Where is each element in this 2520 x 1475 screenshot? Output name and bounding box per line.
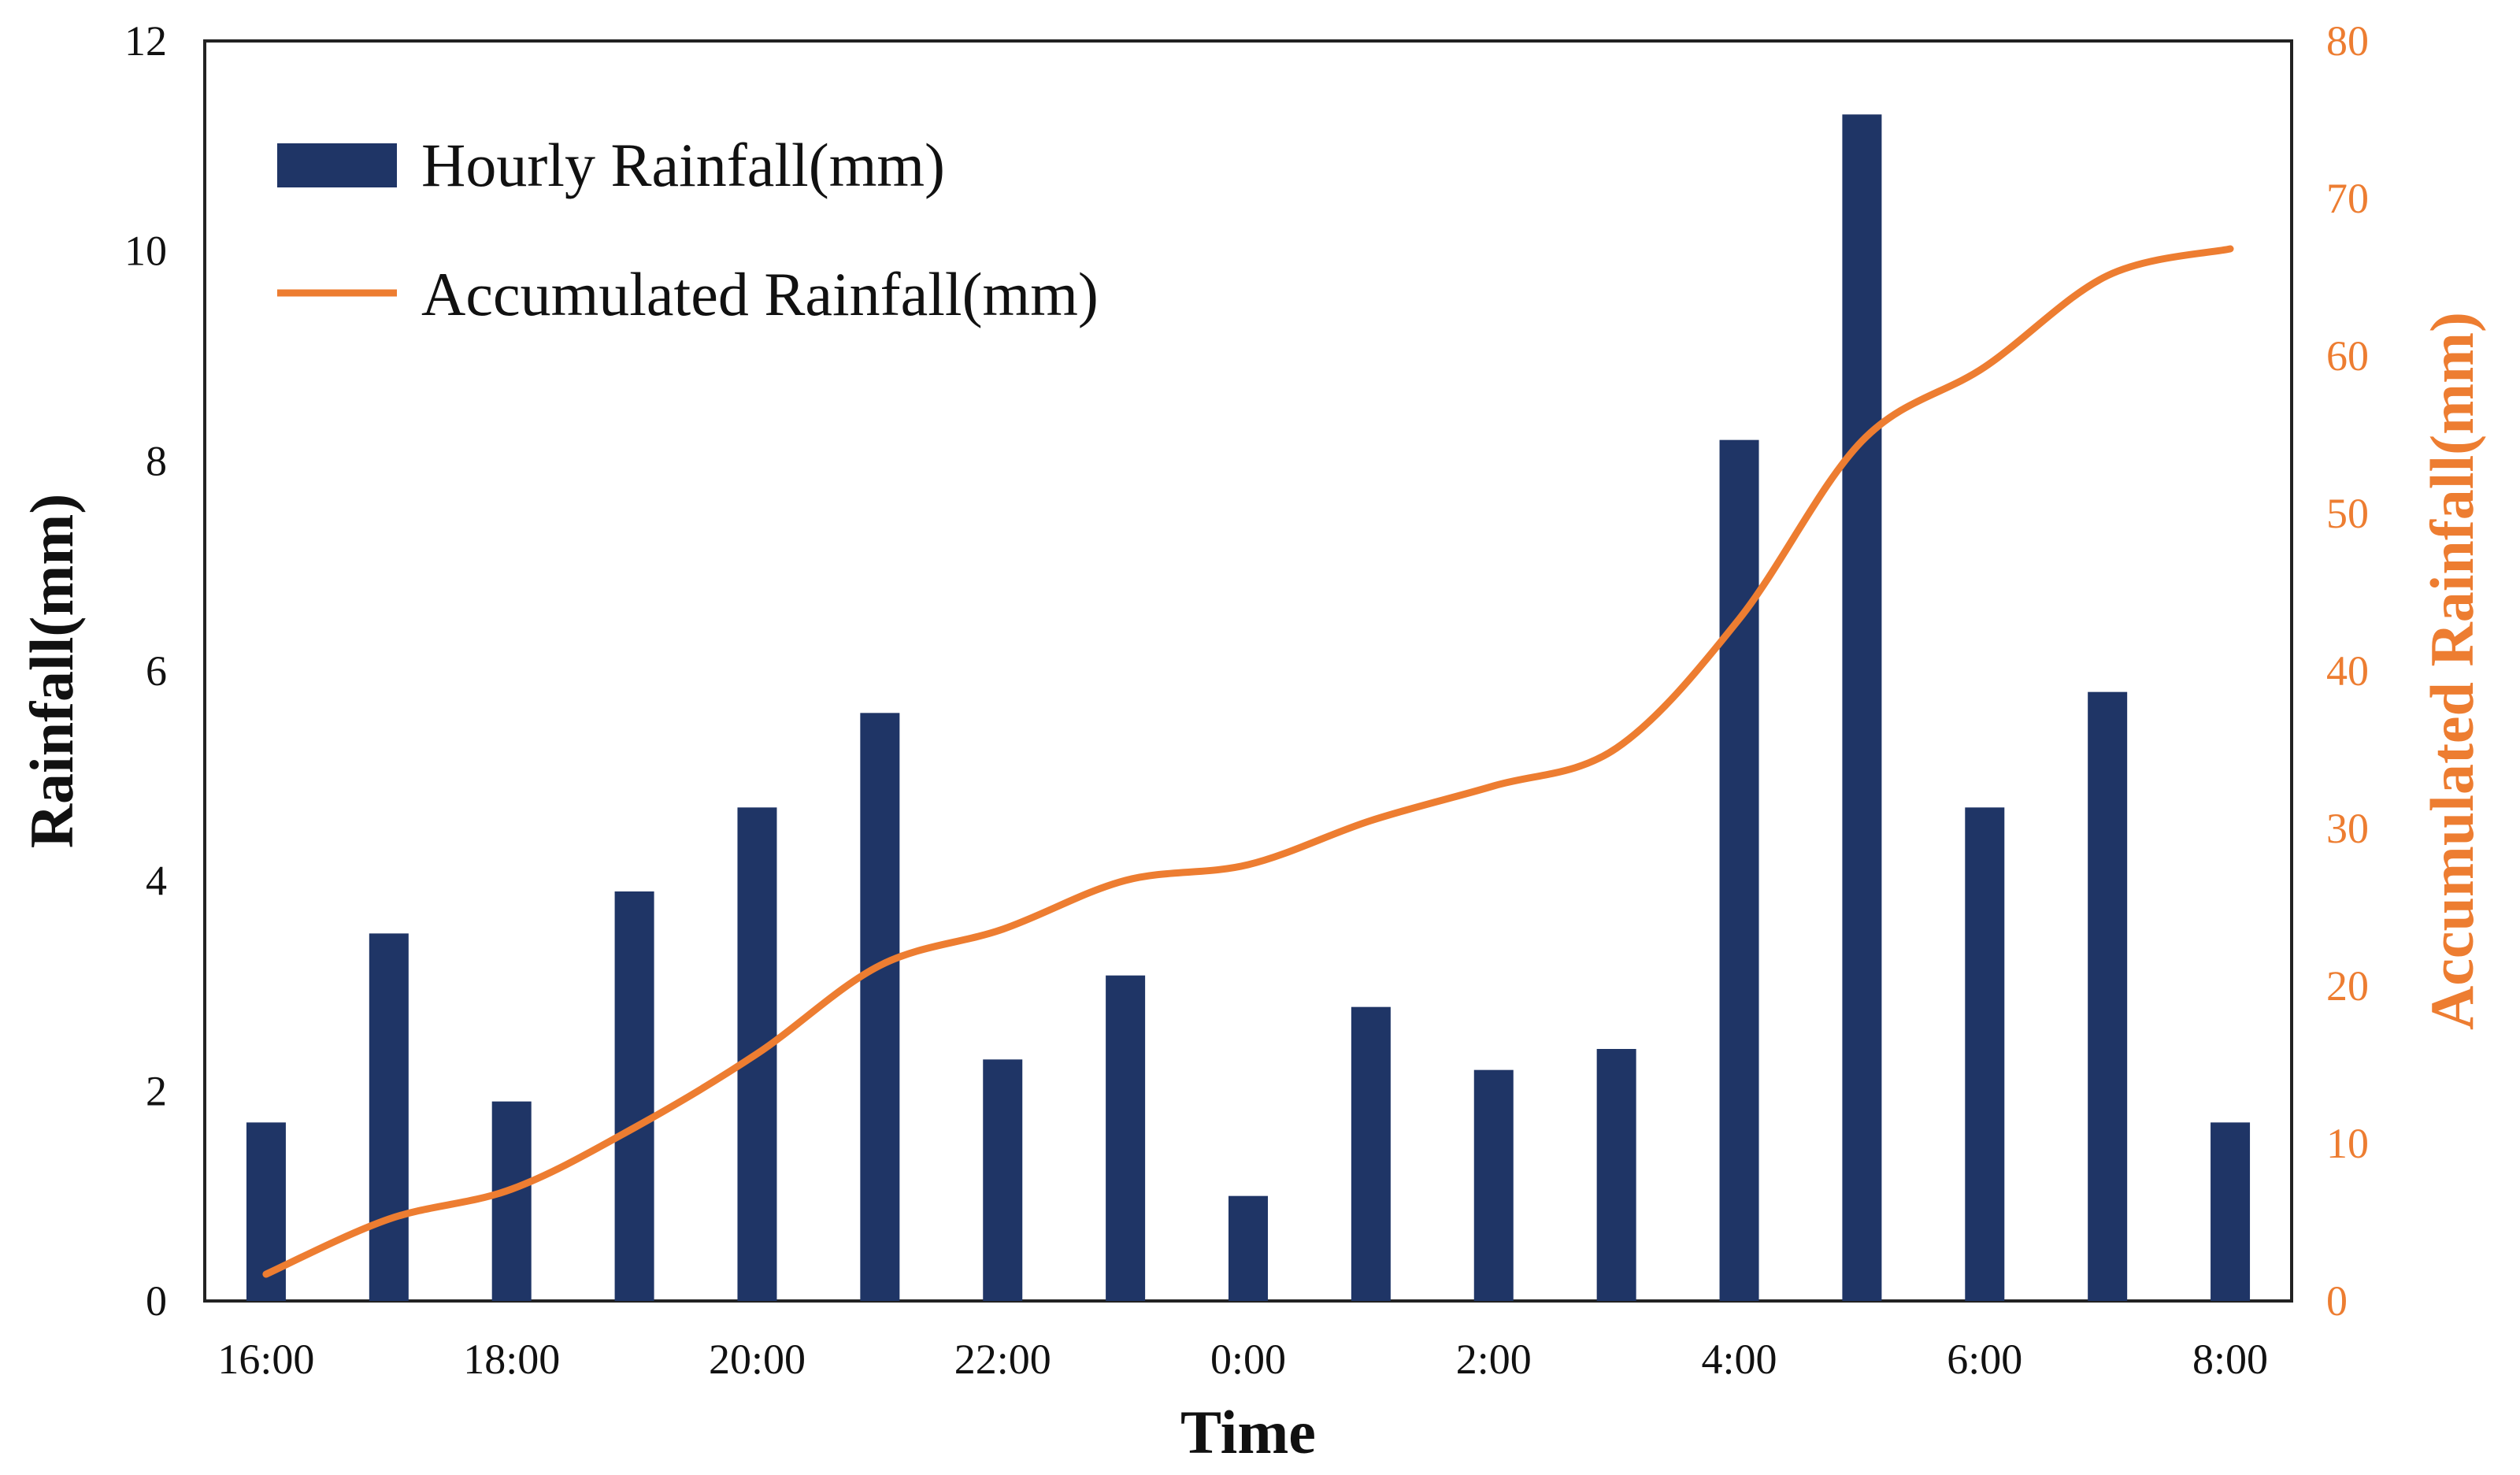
left-axis-ticks: 0 2 4 6 8 10 12	[124, 17, 167, 1325]
x-tick-label: 6:00	[1947, 1336, 2022, 1383]
bar-7-00	[2088, 691, 2128, 1301]
legend: Hourly Rainfall(mm) Accumulated Rainfall…	[277, 131, 1099, 328]
x-tick-label: 4:00	[1702, 1336, 1777, 1383]
x-tick-label: 20:00	[709, 1336, 806, 1383]
bar-19-00	[614, 891, 654, 1301]
bar-4-00	[1719, 439, 1759, 1301]
right-tick-label: 40	[2326, 647, 2369, 695]
x-tick-label: 0:00	[1210, 1336, 1286, 1383]
accumulated-rainfall-line	[262, 245, 2234, 1278]
bar-23-00	[1106, 975, 1146, 1301]
x-tick-label: 22:00	[954, 1336, 1051, 1383]
right-tick-label: 0	[2326, 1277, 2348, 1325]
right-tick-label: 20	[2326, 962, 2369, 1010]
left-tick-label: 0	[146, 1277, 167, 1325]
left-tick-label: 8	[146, 437, 167, 484]
right-tick-label: 60	[2326, 332, 2369, 380]
legend-bar-label: Hourly Rainfall(mm)	[421, 131, 945, 199]
x-tick-label: 16:00	[217, 1336, 314, 1383]
bar-22-00	[983, 1059, 1023, 1301]
x-tick-label: 2:00	[1456, 1336, 1532, 1383]
bar-5-00	[1842, 114, 1882, 1301]
left-tick-label: 12	[124, 17, 167, 65]
x-tick-label: 8:00	[2192, 1336, 2268, 1383]
bar-0-00	[1228, 1195, 1268, 1301]
right-tick-label: 70	[2326, 175, 2369, 222]
bar-2-00	[1473, 1069, 1514, 1301]
right-tick-label: 50	[2326, 490, 2369, 537]
right-axis-title: Accumulated Rainfall(mm)	[2418, 312, 2486, 1030]
legend-bar-swatch	[277, 143, 397, 187]
right-tick-label: 80	[2326, 17, 2369, 65]
bar-1-00	[1351, 1006, 1391, 1301]
hourly-rainfall-bars	[246, 114, 2251, 1301]
bar-17-00	[369, 933, 409, 1301]
right-axis-ticks: 0 10 20 30 40 50 60 70 80	[2326, 17, 2369, 1325]
bar-3-00	[1596, 1049, 1636, 1301]
bar-18-00	[491, 1101, 532, 1301]
bar-6-00	[1965, 807, 2005, 1301]
right-tick-label: 10	[2326, 1120, 2369, 1167]
bar-21-00	[860, 713, 900, 1301]
right-tick-label: 30	[2326, 805, 2369, 852]
left-tick-label: 6	[146, 647, 167, 695]
bar-8-00	[2211, 1122, 2251, 1301]
x-tick-label: 18:00	[463, 1336, 560, 1383]
x-axis-title: Time	[1180, 1398, 1316, 1466]
left-tick-label: 10	[124, 228, 167, 275]
left-axis-title: Rainfall(mm)	[17, 494, 86, 849]
legend-line-label: Accumulated Rainfall(mm)	[421, 260, 1099, 328]
left-tick-label: 4	[146, 858, 167, 905]
left-tick-label: 2	[146, 1067, 167, 1114]
x-axis-ticks: 16:00 18:00 20:00 22:00 0:00 2:00 4:00 6:00 8:00	[217, 1336, 2268, 1383]
